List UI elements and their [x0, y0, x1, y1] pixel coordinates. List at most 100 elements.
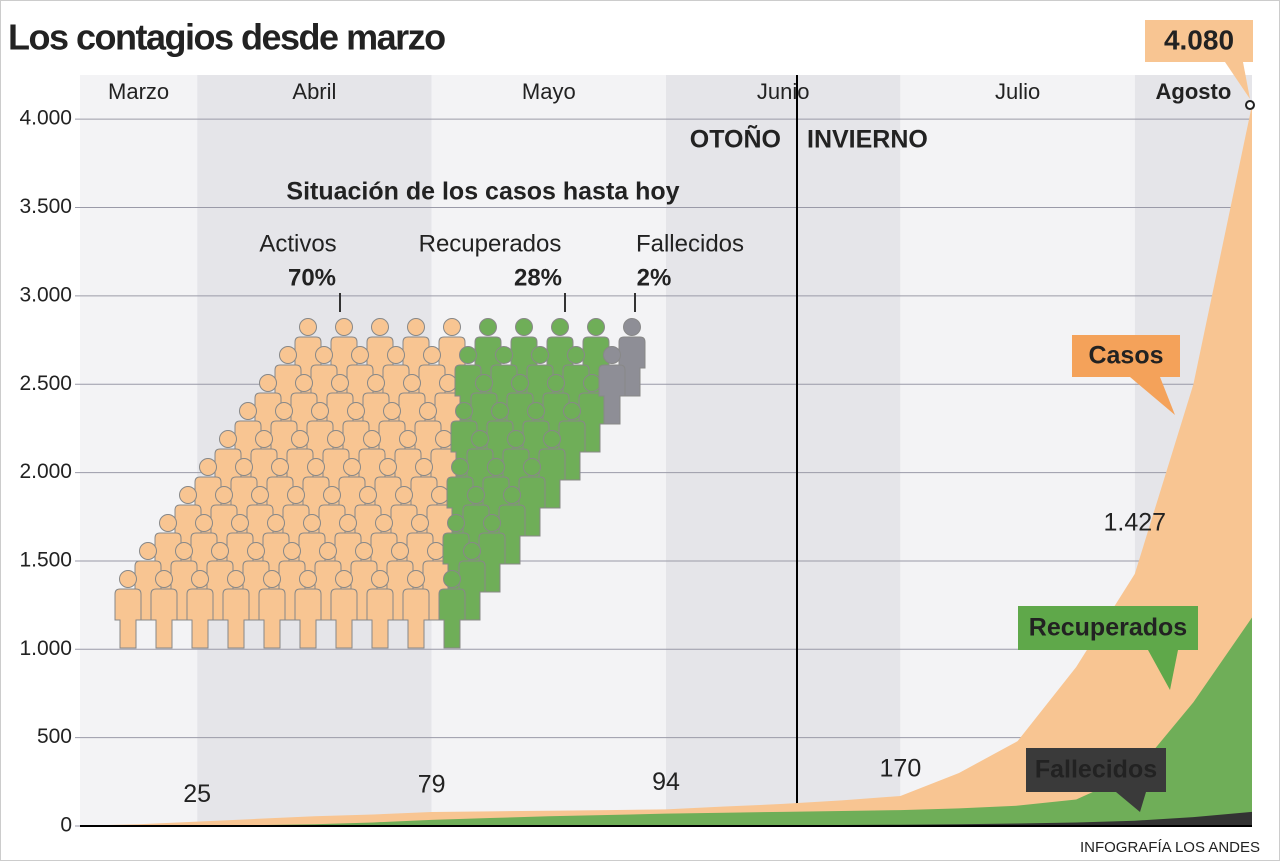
person-head: [423, 346, 441, 364]
person-body: [438, 588, 466, 649]
person-head: [327, 430, 345, 448]
person-head: [587, 318, 605, 336]
person-head: [507, 430, 525, 448]
person-head: [175, 542, 193, 560]
pictogram-value: 2%: [637, 264, 672, 291]
season-label: OTOÑO: [690, 124, 781, 154]
season-label: INVIERNO: [807, 126, 928, 154]
person-head: [443, 318, 461, 336]
person-head: [199, 458, 217, 476]
person-head: [371, 570, 389, 588]
legend-box: [1018, 606, 1198, 650]
person-head: [447, 514, 465, 532]
person-head: [119, 570, 137, 588]
area: [80, 811, 1252, 826]
pictogram-group: [438, 318, 610, 649]
person-head: [255, 430, 273, 448]
person-head: [315, 346, 333, 364]
person-head: [407, 570, 425, 588]
data-label: 25: [183, 780, 211, 808]
person-head: [379, 458, 397, 476]
person-head: [215, 486, 233, 504]
pictogram-group: [598, 318, 646, 425]
person-head: [367, 374, 385, 392]
person-head: [343, 458, 361, 476]
person-head: [291, 430, 309, 448]
chart-title: Los contagios desde marzo: [8, 17, 445, 58]
data-label: 79: [418, 771, 446, 799]
person-head: [407, 318, 425, 336]
person-head: [383, 402, 401, 420]
person-head: [371, 318, 389, 336]
person-head: [511, 374, 529, 392]
person-body: [598, 364, 626, 425]
person-head: [247, 542, 265, 560]
person-body: [330, 588, 358, 649]
data-label: 1.427: [1104, 508, 1167, 536]
person-body: [402, 588, 430, 649]
person-head: [427, 542, 445, 560]
person-head: [359, 486, 377, 504]
end-point: [1245, 100, 1255, 111]
legend-box: [1026, 748, 1166, 792]
person-head: [475, 374, 493, 392]
month-label: Julio: [995, 79, 1040, 104]
month-label: Agosto: [1156, 79, 1232, 104]
legend-tail: [1116, 792, 1146, 812]
person-head: [347, 402, 365, 420]
legend-label: Fallecidos: [1035, 756, 1157, 784]
y-tick-label: 500: [37, 725, 72, 748]
person-head: [471, 430, 489, 448]
person-head: [271, 458, 289, 476]
person-head: [339, 514, 357, 532]
callout-box: [1145, 20, 1253, 62]
person-head: [351, 346, 369, 364]
person-head: [483, 514, 501, 532]
month-band: [80, 75, 198, 826]
y-tick-label: 4.000: [19, 107, 72, 130]
person-head: [251, 486, 269, 504]
person-head: [263, 570, 281, 588]
person-head: [451, 458, 469, 476]
person-head: [295, 374, 313, 392]
data-label: 170: [880, 755, 922, 783]
person-head: [159, 514, 177, 532]
person-head: [551, 318, 569, 336]
person-head: [363, 430, 381, 448]
y-tick-label: 3.000: [19, 283, 72, 306]
person-head: [395, 486, 413, 504]
person-head: [179, 486, 197, 504]
person-head: [335, 570, 353, 588]
pictogram-category: Activos: [259, 230, 336, 257]
person-head: [443, 570, 461, 588]
person-body: [114, 588, 142, 649]
person-head: [455, 402, 473, 420]
person-head: [515, 318, 533, 336]
person-head: [603, 346, 621, 364]
callout-tail: [1225, 62, 1250, 100]
person-head: [387, 346, 405, 364]
y-tick-label: 2.000: [19, 460, 72, 483]
person-head: [231, 514, 249, 532]
person-head: [495, 346, 513, 364]
person-head: [527, 402, 545, 420]
y-tick-label: 2.500: [19, 372, 72, 395]
person-head: [323, 486, 341, 504]
person-head: [275, 402, 293, 420]
person-head: [311, 402, 329, 420]
person-head: [523, 458, 541, 476]
person-head: [191, 570, 209, 588]
data-label: 4.080: [1164, 24, 1234, 55]
person-body: [186, 588, 214, 649]
person-head: [479, 318, 497, 336]
legend-label: Casos: [1088, 342, 1163, 370]
person-head: [411, 514, 429, 532]
person-head: [303, 514, 321, 532]
person-head: [195, 514, 213, 532]
person-head: [139, 542, 157, 560]
y-tick-label: 1.500: [19, 548, 72, 571]
month-label: Junio: [757, 79, 810, 104]
person-head: [267, 514, 285, 532]
person-head: [219, 430, 237, 448]
